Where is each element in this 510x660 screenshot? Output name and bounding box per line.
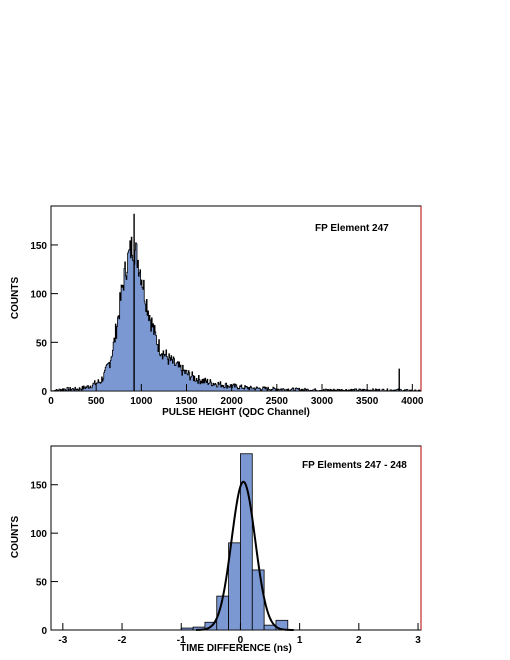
x-ticks: -3 -2 -1 0 1 2 3 xyxy=(58,623,421,646)
y-tick-label: 0 xyxy=(41,387,47,398)
y-tick-label: 100 xyxy=(30,290,47,301)
y-axis-label: COUNTS xyxy=(10,516,21,559)
panel-annotation: FP Element 247 xyxy=(315,223,389,234)
x-tick-label: -2 xyxy=(118,635,127,646)
x-ticks: 0 500 1000 1500 2000 2500 3000 3500 4000 xyxy=(48,384,424,407)
x-tick-label: 500 xyxy=(88,396,105,407)
x-tick-label: 2 xyxy=(356,635,362,646)
y-tick-label: 50 xyxy=(36,338,48,349)
y-ticks: 0 50 100 150 xyxy=(30,481,58,637)
panel-annotation: FP Elements 247 - 248 xyxy=(302,460,407,471)
y-ticks: 0 50 100 150 xyxy=(30,241,58,398)
x-tick-label: 1000 xyxy=(130,396,153,407)
x-tick-label: 2500 xyxy=(266,396,289,407)
histogram-bar xyxy=(180,627,194,631)
y-tick-label: 100 xyxy=(30,529,47,540)
time-difference-panel: 0 50 100 150 -3 -2 -1 0 1 2 3 FP Elements 247 - 2… xyxy=(10,445,422,654)
x-axis-label: PULSE HEIGHT (QDC Channel) xyxy=(162,407,310,418)
x-tick-label: 3000 xyxy=(311,396,334,407)
x-tick-label: -1 xyxy=(177,635,186,646)
histogram-marks xyxy=(180,453,294,631)
x-tick-label: 1 xyxy=(297,635,303,646)
pulse-height-panel: 0 50 100 150 0 500 1000 1500 2000 2500 3000 3500 40… xyxy=(10,205,424,418)
x-tick-label: 1500 xyxy=(175,396,198,407)
y-tick-label: 150 xyxy=(30,241,47,252)
histogram-bar xyxy=(240,453,253,631)
x-tick-label: 4000 xyxy=(401,396,424,407)
y-tick-label: 50 xyxy=(36,578,48,589)
histogram-area xyxy=(50,236,421,392)
x-tick-label: 3500 xyxy=(356,396,379,407)
histogram-marks xyxy=(50,213,421,392)
y-tick-label: 150 xyxy=(30,481,47,492)
y-tick-label: 0 xyxy=(41,626,47,637)
x-tick-label: -3 xyxy=(58,635,67,646)
x-tick-label: 0 xyxy=(238,635,244,646)
histogram-bar xyxy=(251,569,265,631)
x-tick-label: 0 xyxy=(48,396,54,407)
gaussian-fit-curve xyxy=(196,480,294,631)
x-tick-label: 2000 xyxy=(221,396,244,407)
x-tick-label: 3 xyxy=(415,635,421,646)
x-axis-label: TIME DIFFERENCE (ns) xyxy=(180,643,292,654)
y-axis-label: COUNTS xyxy=(10,277,21,320)
